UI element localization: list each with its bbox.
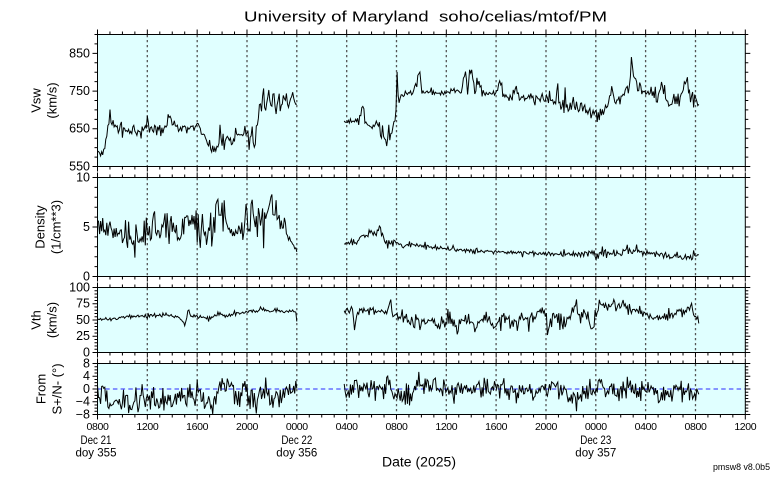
svg-text:1200: 1200	[734, 421, 756, 433]
svg-text:0800: 0800	[87, 421, 109, 433]
svg-text:Date (2025): Date (2025)	[382, 455, 456, 470]
svg-text:2000: 2000	[535, 421, 557, 433]
svg-text:Dec 21: Dec 21	[81, 435, 112, 447]
svg-text:0400: 0400	[336, 421, 358, 433]
svg-text:pmsw8 v8.0b5: pmsw8 v8.0b5	[713, 462, 770, 473]
svg-text:(1/cm**3): (1/cm**3)	[49, 200, 64, 254]
svg-text:850: 850	[69, 46, 90, 60]
svg-text:University of Maryland soho/c: University of Maryland soho/celias/mtof/…	[244, 10, 607, 26]
svg-text:Vsw: Vsw	[29, 88, 44, 113]
svg-text:1600: 1600	[186, 421, 208, 433]
svg-text:8: 8	[83, 356, 90, 370]
svg-text:50: 50	[76, 313, 90, 327]
svg-text:S+/N- (°): S+/N- (°)	[50, 363, 65, 414]
svg-text:0400: 0400	[635, 421, 657, 433]
svg-text:75: 75	[76, 297, 90, 311]
svg-text:750: 750	[69, 84, 90, 98]
svg-text:(km/s): (km/s)	[45, 302, 60, 338]
svg-text:100: 100	[69, 280, 90, 294]
svg-text:−8: −8	[76, 407, 90, 421]
svg-text:0800: 0800	[684, 421, 706, 433]
svg-text:4: 4	[83, 369, 90, 383]
svg-text:Density: Density	[33, 205, 48, 249]
svg-text:25: 25	[76, 329, 90, 343]
svg-text:550: 550	[69, 159, 90, 173]
svg-text:−4: −4	[76, 395, 90, 409]
svg-text:(km/s): (km/s)	[45, 82, 60, 118]
svg-text:10: 10	[76, 170, 90, 184]
svg-text:0000: 0000	[585, 421, 607, 433]
svg-text:0800: 0800	[386, 421, 408, 433]
svg-text:doy 356: doy 356	[276, 448, 317, 460]
svg-text:0: 0	[83, 269, 90, 283]
svg-text:1200: 1200	[136, 421, 158, 433]
svg-text:Dec 23: Dec 23	[580, 435, 611, 447]
svg-text:0000: 0000	[286, 421, 308, 433]
svg-text:doy 357: doy 357	[575, 448, 616, 460]
svg-text:1200: 1200	[435, 421, 457, 433]
svg-text:Vth: Vth	[29, 310, 44, 330]
svg-text:0: 0	[83, 345, 90, 359]
svg-text:From: From	[34, 374, 49, 404]
svg-text:Dec 22: Dec 22	[281, 435, 312, 447]
svg-text:5: 5	[83, 220, 90, 234]
svg-text:650: 650	[69, 122, 90, 136]
svg-text:0: 0	[83, 382, 90, 396]
svg-text:1600: 1600	[485, 421, 507, 433]
svg-text:doy 355: doy 355	[76, 448, 117, 460]
svg-text:2000: 2000	[236, 421, 258, 433]
